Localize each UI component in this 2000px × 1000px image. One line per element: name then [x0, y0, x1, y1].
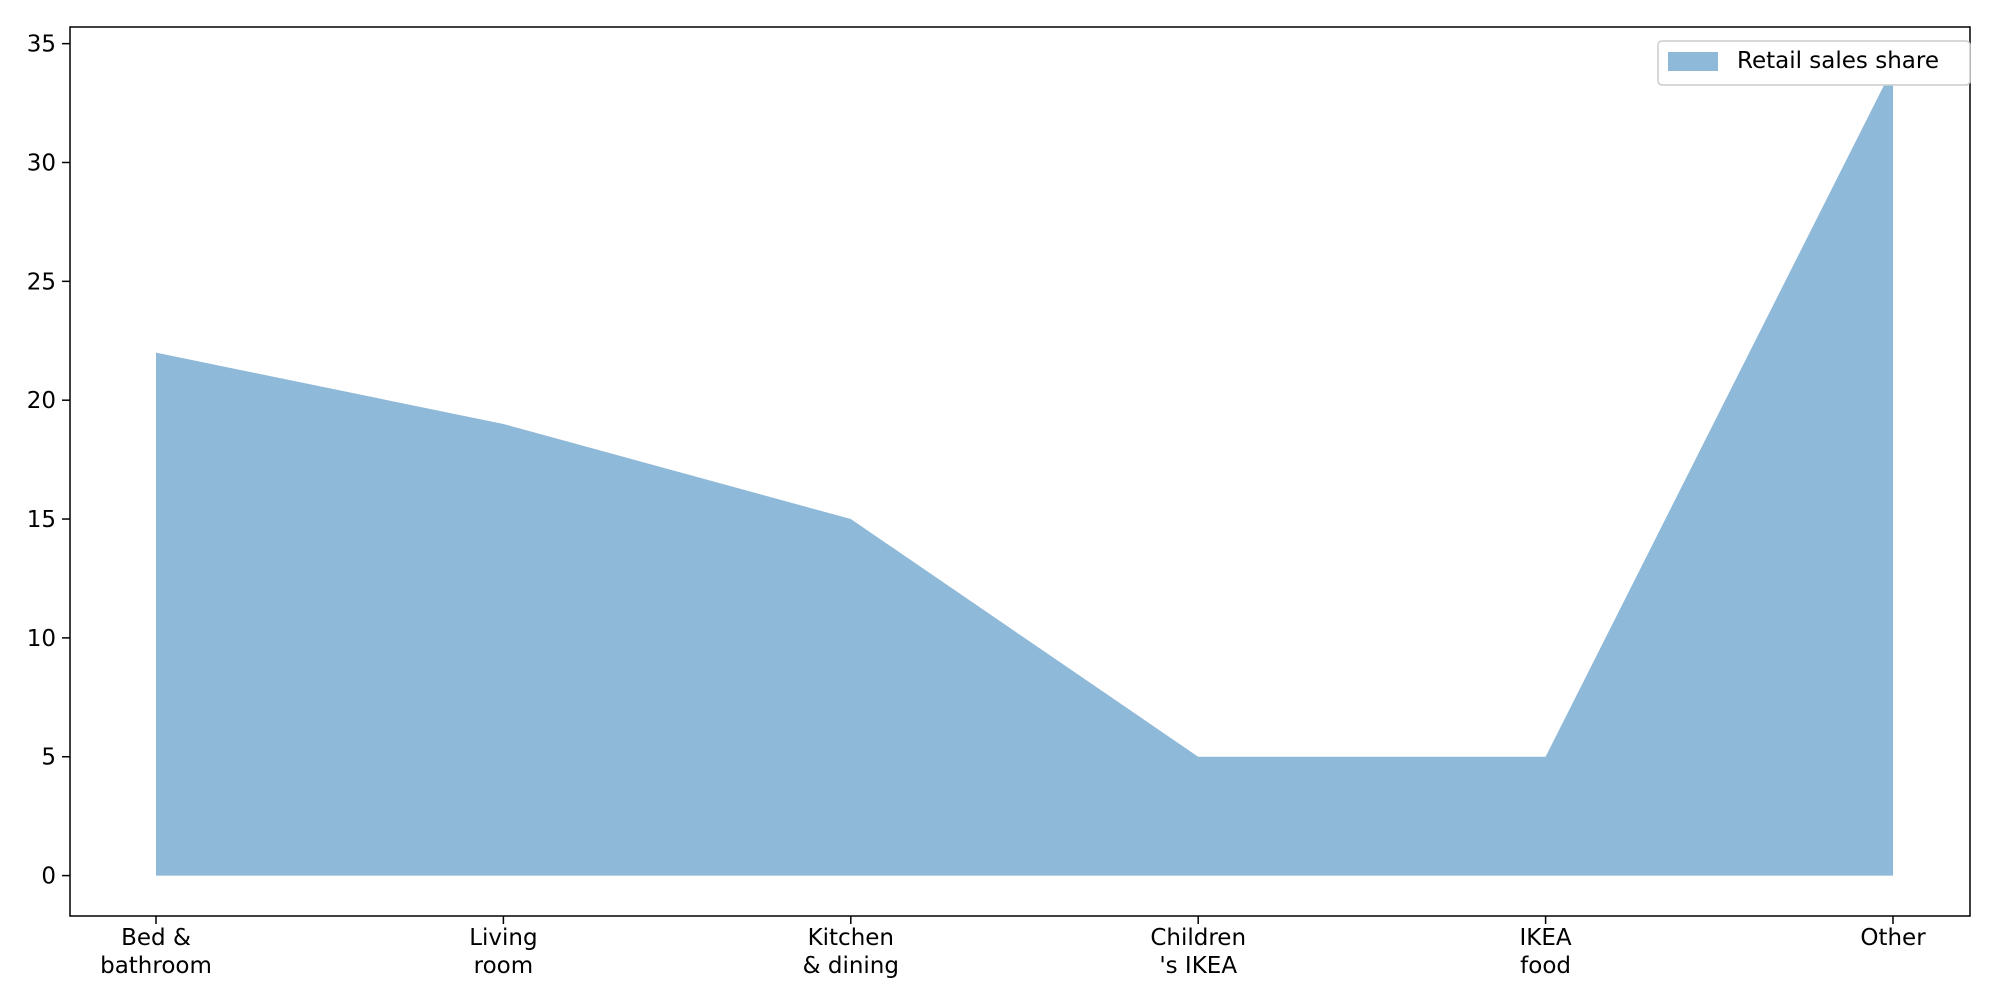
x-tick-label: Other	[1860, 925, 1926, 951]
x-axis: Bed & bathroom Living room Kitchen & dining Ch…	[100, 916, 1926, 979]
x-tick-label: Living room	[469, 925, 537, 979]
y-tick-label: 15	[27, 507, 56, 533]
x-tick-label: IKEA food	[1520, 925, 1572, 979]
y-tick-label: 0	[41, 864, 56, 890]
y-axis: 0 5 10 15 20 25 30 35	[27, 32, 70, 890]
x-tick-label: Bed & bathroom	[100, 925, 212, 979]
x-tick-label: Kitchen & dining	[803, 925, 899, 979]
plot-frame	[69, 26, 1971, 917]
legend: Retail sales share	[1657, 40, 1971, 86]
y-tick-label: 5	[41, 745, 56, 771]
y-tick-label: 20	[27, 388, 56, 414]
y-tick-label: 25	[27, 269, 56, 295]
legend-box	[1657, 40, 1971, 86]
y-tick-label: 10	[27, 626, 56, 652]
y-tick-label: 30	[27, 150, 56, 176]
y-tick-label: 35	[27, 32, 56, 58]
legend-label: Retail sales share	[1737, 48, 1939, 74]
area-series-retail-sales-share	[156, 67, 1893, 876]
x-tick-label: Children's IKEA	[1150, 925, 1246, 979]
legend-swatch	[1668, 52, 1718, 71]
area-layer	[156, 67, 1893, 876]
